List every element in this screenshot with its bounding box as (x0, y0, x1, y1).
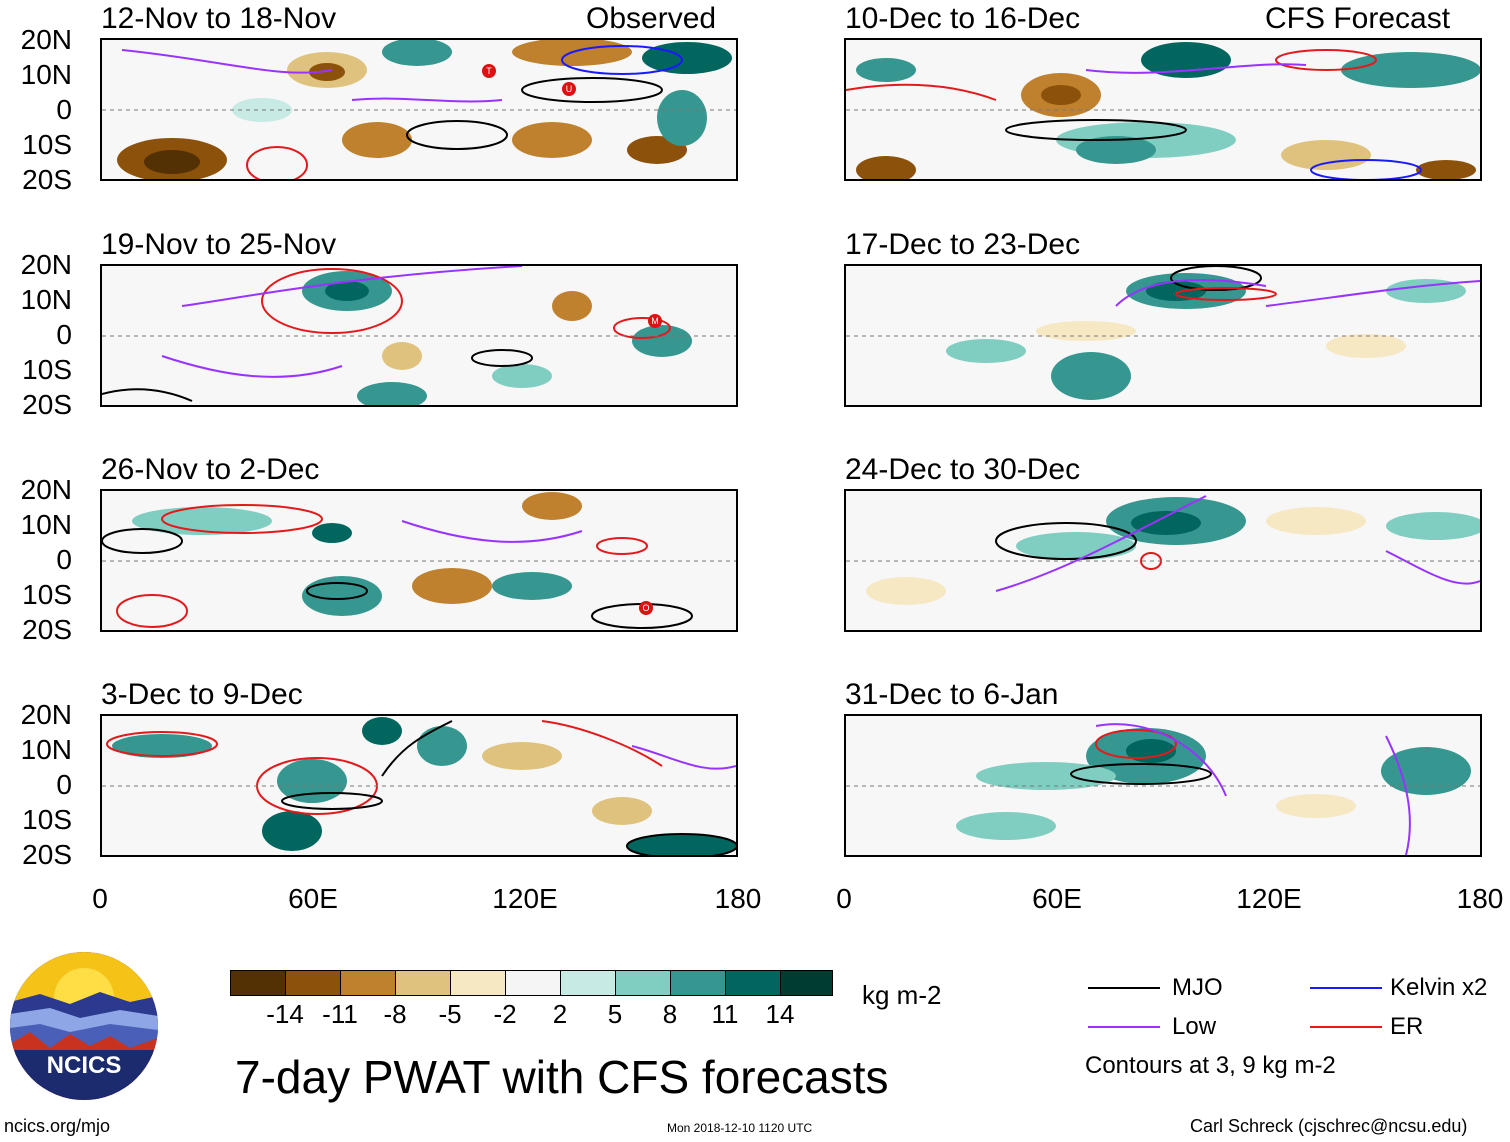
colorbar-swatch (285, 970, 341, 996)
colorbar-swatch (230, 970, 286, 996)
lon-label-180: 180 (1456, 883, 1504, 914)
lat-label-20s: 20S (22, 839, 72, 870)
lon-label-120e: 120E (1236, 883, 1302, 914)
colorbar-swatch (560, 970, 616, 996)
colorbar-swatch (780, 970, 833, 996)
lon-label-60e: 60E (288, 883, 338, 914)
panel-title-fcst-1: 10-Dec to 16-Dec (845, 2, 1081, 35)
storm-marker-u: U (562, 82, 576, 96)
lat-label-10n: 10N (20, 734, 72, 765)
panel-title-obs-3: 26-Nov to 2-Dec (101, 453, 320, 486)
panel-title-obs-4: 3-Dec to 9-Dec (101, 678, 303, 711)
panel-title-fcst-2: 17-Dec to 23-Dec (845, 228, 1081, 261)
footer-author: Carl Schreck (cjschrec@ncsu.edu) (1190, 1116, 1468, 1136)
colorbar-swatch (395, 970, 451, 996)
lat-label-10s: 10S (22, 579, 72, 610)
ncics-logo: NCICS (10, 952, 158, 1100)
storm-marker-m: M (648, 314, 662, 328)
panel-title-obs-2: 19-Nov to 25-Nov (101, 228, 337, 261)
pwat-field (846, 266, 1480, 400)
panel-title-fcst-4: 31-Dec to 6-Jan (845, 678, 1059, 711)
colorbar-swatch (340, 970, 396, 996)
lat-label-eq: 0 (56, 769, 72, 800)
colorbar-swatch (505, 970, 561, 996)
colorbar-label: 11 (711, 999, 739, 1029)
colorbar-label: 5 (607, 999, 623, 1029)
colorbar-unit: kg m-2 (862, 980, 942, 1010)
colorbar-label: -5 (438, 999, 462, 1029)
lat-label-eq: 0 (56, 94, 72, 125)
colorbar-swatch (670, 970, 726, 996)
legend-contours-note: Contours at 3, 9 kg m-2 (1085, 1052, 1336, 1079)
pwat-field (102, 40, 736, 179)
footer-timestamp: Mon 2018-12-10 1120 UTC (667, 1121, 813, 1135)
pwat-field (102, 717, 736, 855)
panel-title-obs-1: 12-Nov to 18-Nov (101, 2, 337, 35)
storm-marker-t: T (482, 64, 496, 78)
pwat-field (846, 495, 1480, 605)
colorbar-swatch (615, 970, 671, 996)
lon-label-120e: 120E (492, 883, 558, 914)
map-panel-obs-1: T U (100, 38, 738, 181)
colorbar-swatch (725, 970, 781, 996)
lat-label-10s: 10S (22, 804, 72, 835)
colorbar-label: -11 (322, 999, 358, 1029)
pwat-field (102, 492, 736, 629)
lat-label-20n: 20N (20, 24, 72, 55)
map-panel-fcst-1 (844, 38, 1482, 181)
lat-label-10n: 10N (20, 59, 72, 90)
legend-kelvin-swatch (1310, 987, 1382, 989)
lat-label-10s: 10S (22, 354, 72, 385)
legend-low-swatch (1088, 1026, 1160, 1028)
lat-label-20n: 20N (20, 699, 72, 730)
lon-label-180: 180 (714, 883, 762, 914)
ncics-logo-text: NCICS (46, 1052, 122, 1079)
lat-label-20s: 20S (22, 389, 72, 420)
lat-label-20s: 20S (22, 164, 72, 195)
panel-title-fcst-3: 24-Dec to 30-Dec (845, 453, 1081, 486)
lat-label-10n: 10N (20, 284, 72, 315)
pwat-field (846, 723, 1480, 855)
map-panel-fcst-2 (844, 264, 1482, 407)
colorbar-label: 2 (552, 999, 568, 1029)
cfs-forecast-header: CFS Forecast (1265, 2, 1451, 35)
pwat-field (102, 266, 736, 405)
map-panel-fcst-3 (844, 489, 1482, 632)
legend-low-label: Low (1172, 1013, 1217, 1040)
colorbar-label: 14 (765, 999, 795, 1029)
legend-er-label: ER (1390, 1013, 1424, 1040)
footer-url[interactable]: ncics.org/mjo (4, 1116, 111, 1136)
storm-marker-o: O (639, 601, 653, 615)
observed-header: Observed (586, 2, 717, 35)
lat-label-10n: 10N (20, 509, 72, 540)
colorbar-label: -8 (383, 999, 407, 1029)
legend-mjo-label: MJO (1172, 974, 1223, 1001)
pwat-field (846, 42, 1480, 179)
legend-er-swatch (1310, 1026, 1382, 1028)
map-panel-obs-4 (100, 714, 738, 857)
lon-label-0: 0 (92, 883, 108, 914)
lon-label-60e: 60E (1032, 883, 1082, 914)
lat-label-20s: 20S (22, 614, 72, 645)
colorbar-swatch (450, 970, 506, 996)
map-panel-fcst-4 (844, 714, 1482, 857)
legend-mjo-swatch (1088, 987, 1160, 989)
colorbar-label: -14 (266, 999, 304, 1029)
lon-label-0: 0 (836, 883, 852, 914)
main-title: 7-day PWAT with CFS forecasts (235, 1051, 889, 1103)
map-panel-obs-2: M (100, 264, 738, 407)
colorbar-label: 8 (662, 999, 678, 1029)
map-panel-obs-3: O (100, 489, 738, 632)
colorbar-label: -2 (493, 999, 517, 1029)
lat-label-eq: 0 (56, 544, 72, 575)
legend-kelvin-label: Kelvin x2 (1390, 974, 1488, 1001)
lat-label-10s: 10S (22, 129, 72, 160)
lat-label-20n: 20N (20, 249, 72, 280)
ncics-logo-art (10, 952, 158, 1100)
lat-label-20n: 20N (20, 474, 72, 505)
lat-label-eq: 0 (56, 319, 72, 350)
